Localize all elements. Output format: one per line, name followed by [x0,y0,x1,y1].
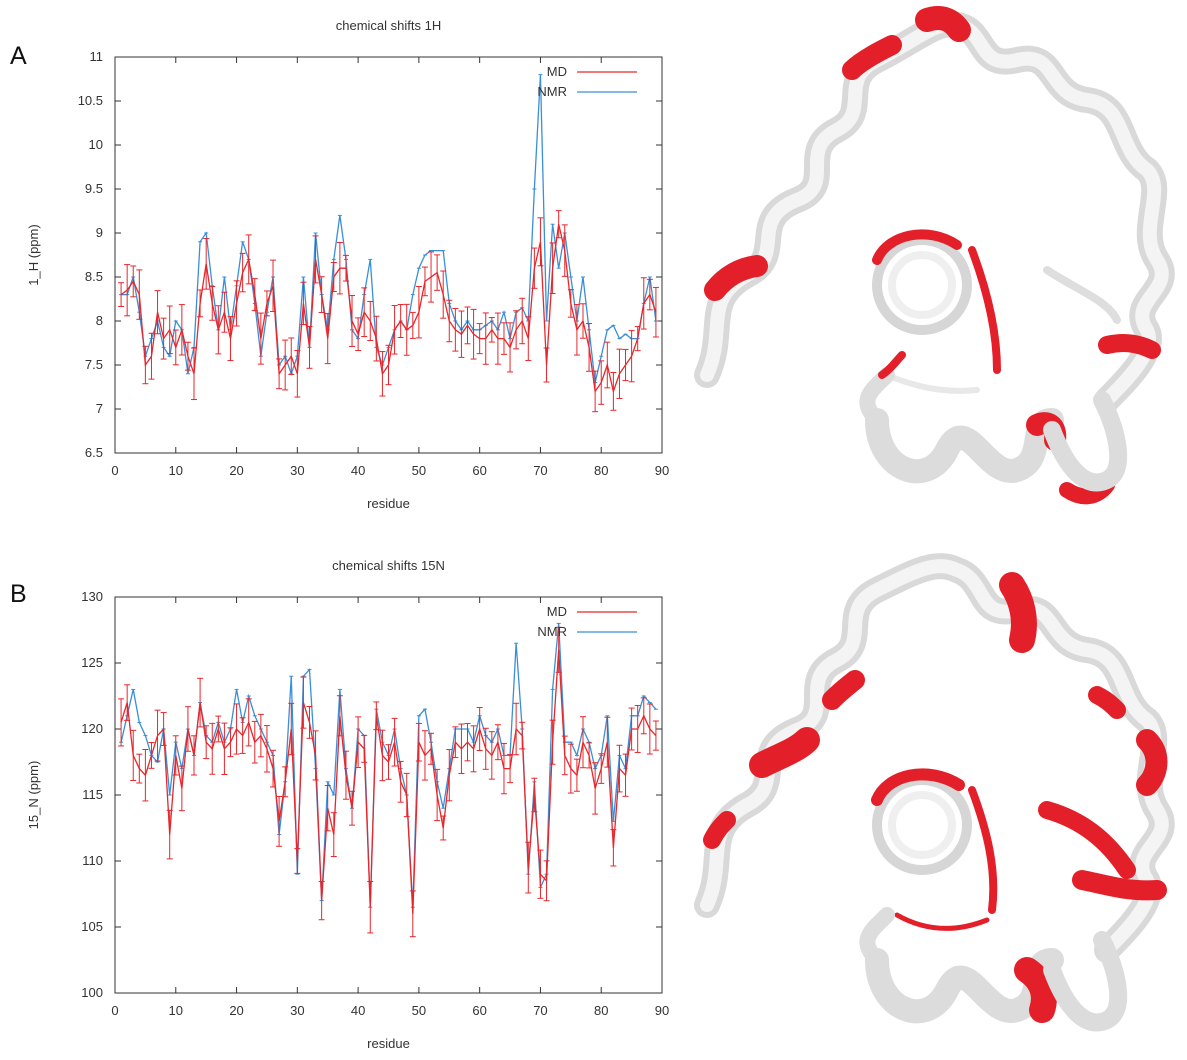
x-tick-label: 50 [412,1003,426,1018]
y-tick-label: 115 [82,787,103,802]
y-tick-label: 8 [96,313,103,328]
x-tick-label: 30 [290,1003,304,1018]
x-axis-label: residue [367,1036,410,1051]
x-tick-label: 0 [111,463,118,478]
panel-label-a: A [10,42,27,70]
protein-structure-b [694,553,1175,1032]
x-tick-label: 0 [111,1003,118,1018]
y-axis-label: 1_H (ppm) [26,224,41,285]
y-tick-label: 105 [81,919,103,934]
x-tick-label: 40 [351,463,365,478]
panel-label-b: B [10,580,27,608]
plot-frame [114,56,663,454]
x-tick-label: 40 [351,1003,365,1018]
x-tick-label: 70 [533,1003,547,1018]
protein-structure-a [694,6,1175,505]
chart-1h-shifts: chemical shifts 1H 0 10 20 30 40 50 60 70 80 90 6.5… [26,18,669,511]
x-tick-label: 60 [472,1003,486,1018]
series-line-md [120,649,657,914]
y-tick-label: 130 [81,589,103,604]
legend-label-md: MD [547,604,567,619]
x-tick-label: 20 [229,1003,243,1018]
plot-frame [114,596,663,994]
x-axis-label: residue [367,496,410,511]
x-tick-label: 80 [594,1003,608,1018]
y-tick-label: 8.5 [85,269,103,284]
legend-label-nmr: NMR [537,84,567,99]
y-axis-label: 15_N (ppm) [26,761,41,830]
chart-15n-shifts: chemical shifts 15N 0 10 20 30 40 50 60 70 80 90 10… [26,558,669,1051]
x-tick-label: 90 [655,1003,669,1018]
x-tick-label: 10 [169,1003,183,1018]
y-tick-label: 110 [82,853,103,868]
y-tick-label: 125 [81,655,103,670]
y-tick-label: 9.5 [85,181,103,196]
x-tick-label: 70 [533,463,547,478]
chart-title: chemical shifts 15N [332,558,445,573]
y-tick-label: 10.5 [78,93,103,108]
y-tick-label: 120 [81,721,103,736]
x-tick-label: 50 [412,463,426,478]
x-tick-label: 60 [472,463,486,478]
x-tick-label: 20 [229,463,243,478]
y-tick-label: 6.5 [85,445,103,460]
y-tick-label: 10 [89,137,103,152]
legend-label-nmr: NMR [537,624,567,639]
series-md [118,626,659,938]
x-tick-label: 80 [594,463,608,478]
chart-title: chemical shifts 1H [336,18,441,33]
y-tick-label: 100 [81,985,103,1000]
y-tick-label: 9 [96,225,103,240]
x-tick-label: 10 [169,463,183,478]
x-tick-label: 90 [655,463,669,478]
series-md [118,210,659,413]
x-tick-label: 30 [290,463,304,478]
legend-label-md: MD [547,64,567,79]
y-tick-label: 11 [90,49,104,64]
y-tick-label: 7 [96,401,103,416]
series-line-nmr [121,74,657,383]
y-tick-label: 7.5 [85,357,103,372]
